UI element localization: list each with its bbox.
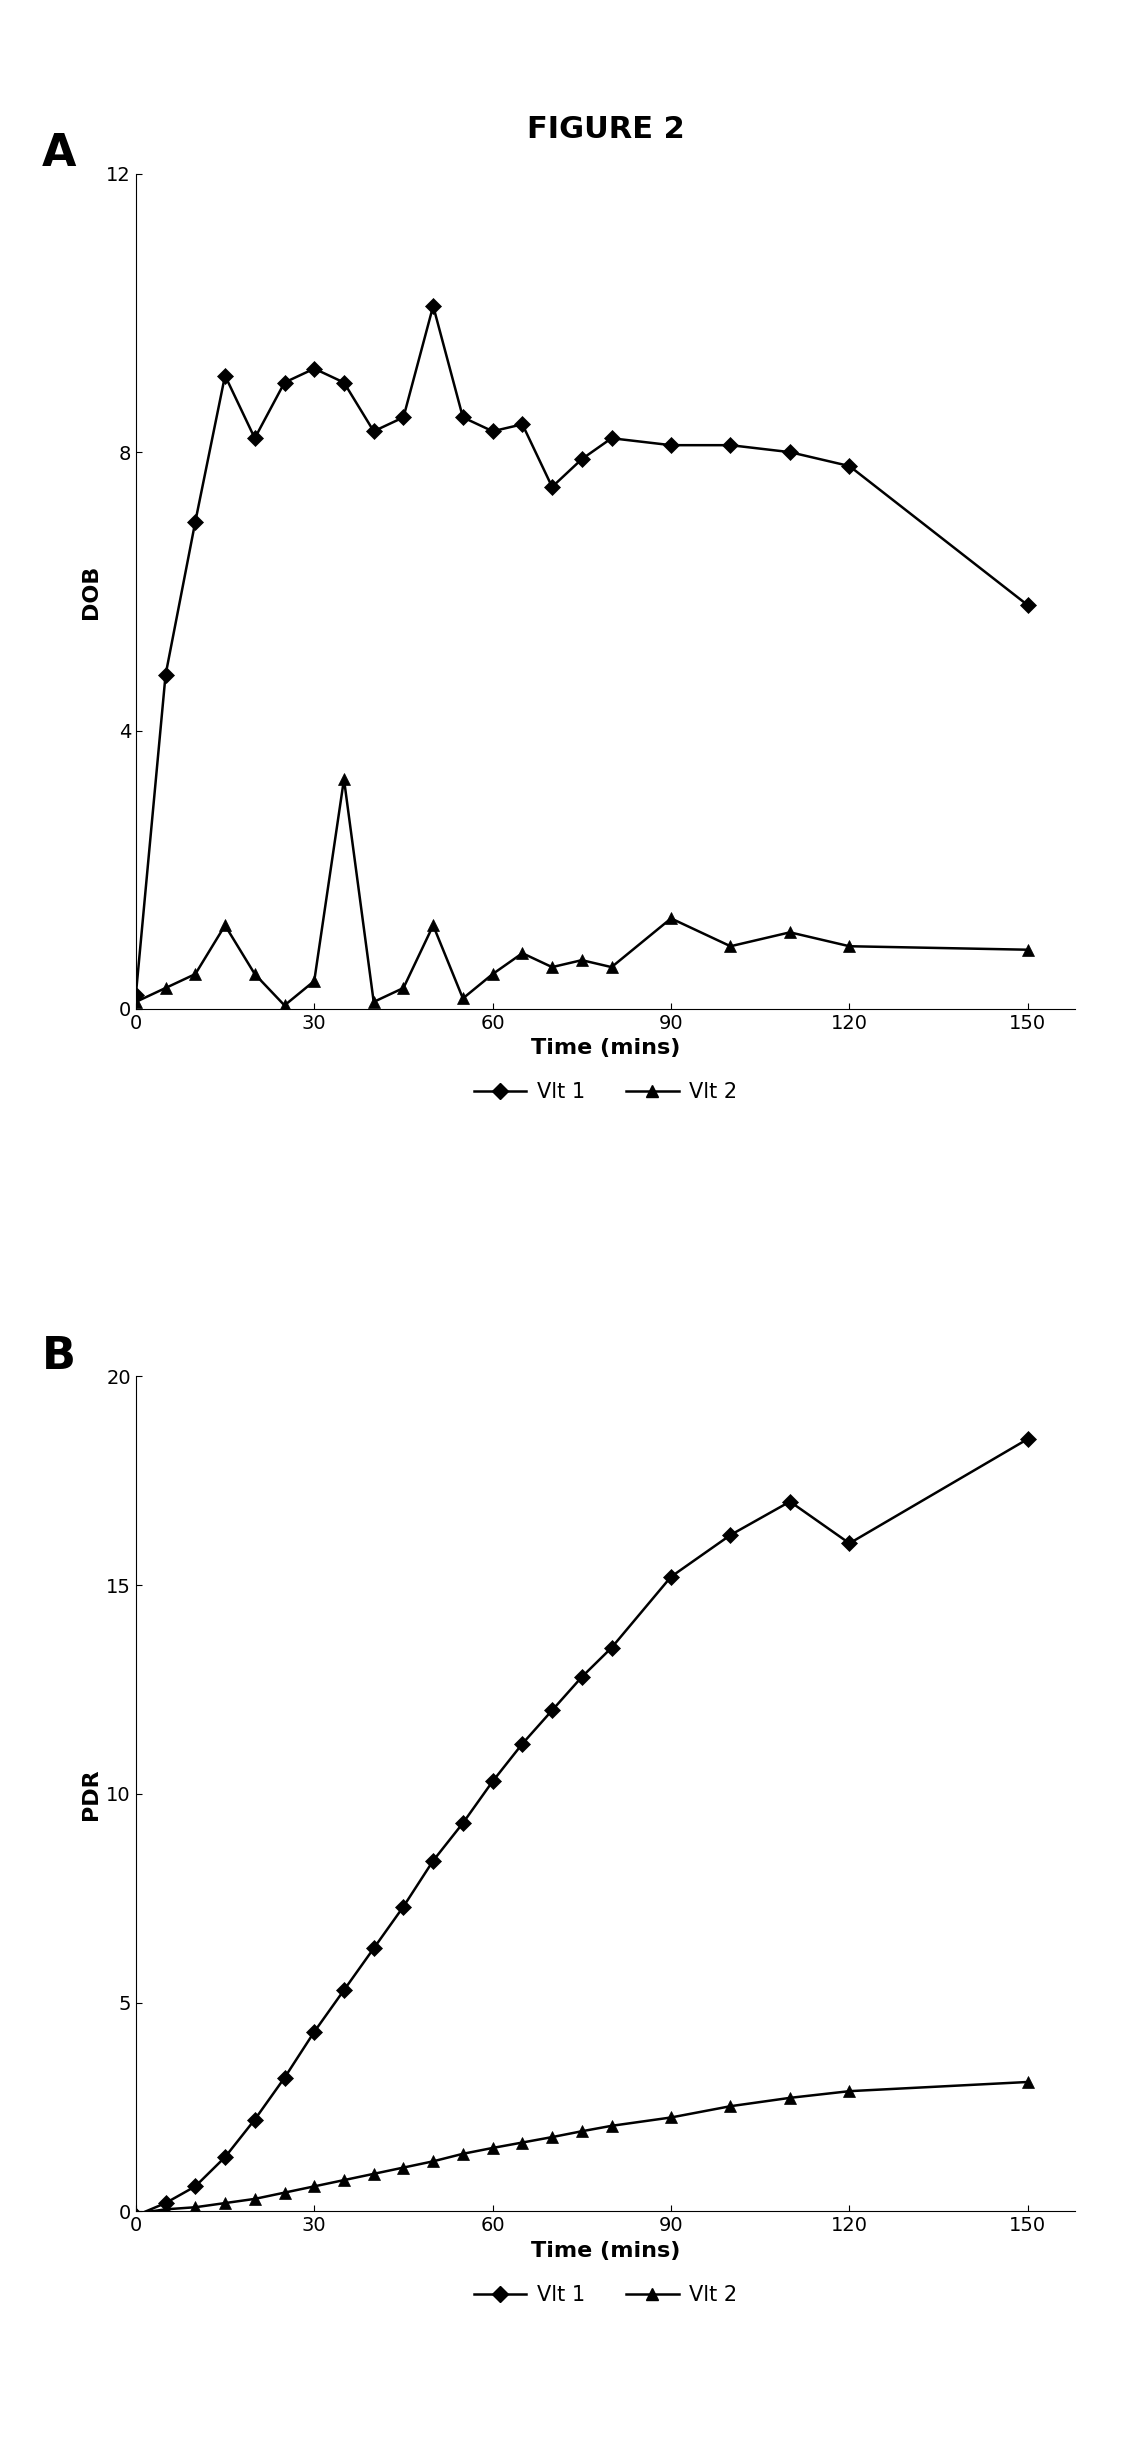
Y-axis label: PDR: PDR xyxy=(80,1768,101,1819)
Text: FIGURE 2: FIGURE 2 xyxy=(526,115,685,145)
Y-axis label: DOB: DOB xyxy=(80,564,101,618)
X-axis label: Time (mins): Time (mins) xyxy=(531,1037,680,1059)
Text: B: B xyxy=(42,1334,76,1378)
X-axis label: Time (mins): Time (mins) xyxy=(531,2241,680,2261)
Legend: Vlt 1, Vlt 2: Vlt 1, Vlt 2 xyxy=(466,2275,745,2312)
Legend: Vlt 1, Vlt 2: Vlt 1, Vlt 2 xyxy=(466,1074,745,1111)
Text: A: A xyxy=(42,132,76,174)
